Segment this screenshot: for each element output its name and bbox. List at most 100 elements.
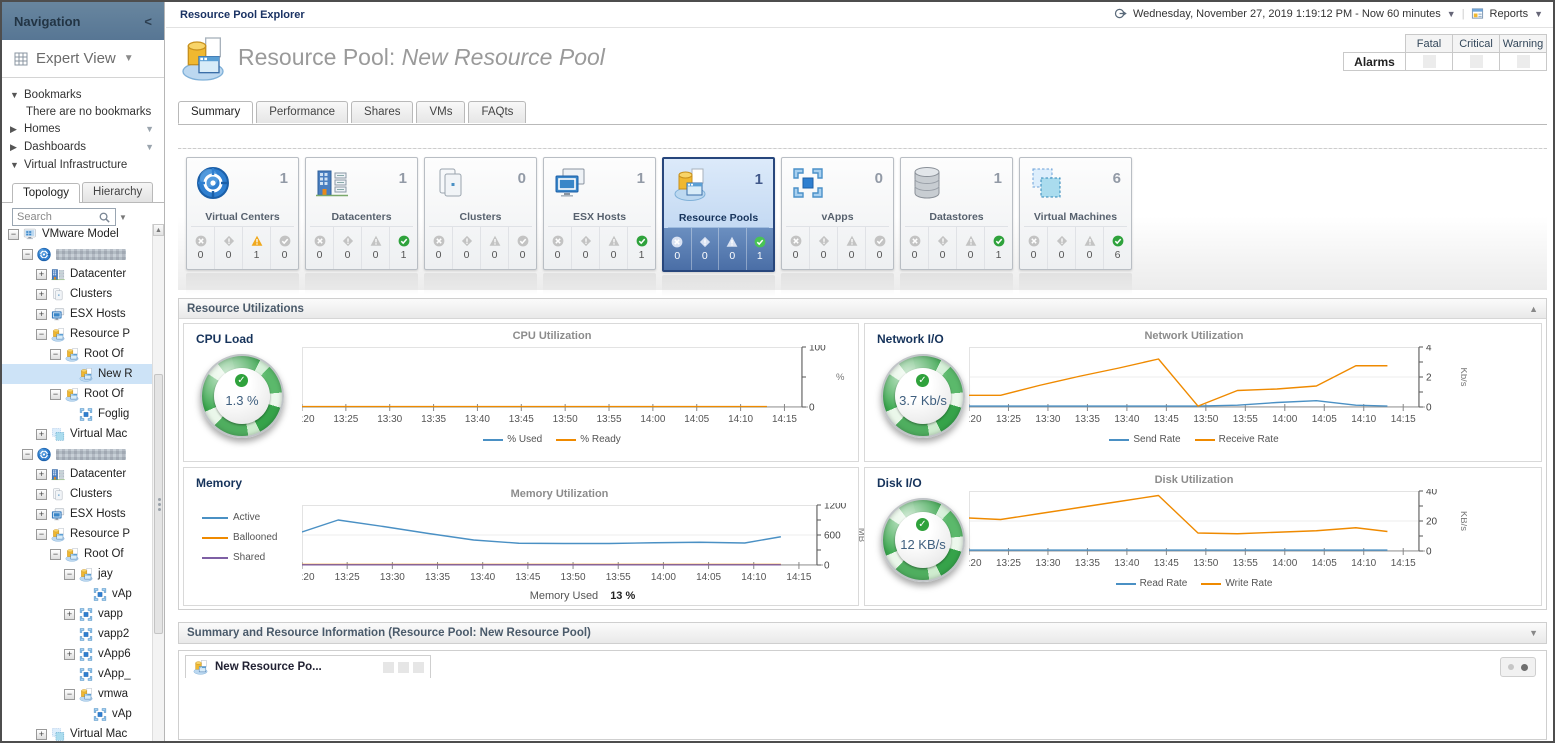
expand-toggle[interactable]: − (64, 688, 75, 700)
tree-scrollbar[interactable]: ▲ (152, 224, 164, 741)
breadcrumb[interactable]: Resource Pool Explorer (180, 9, 305, 21)
critical-alarm-cell[interactable]: 0 (572, 227, 600, 269)
expand-section-icon[interactable]: ▼ (1529, 628, 1538, 638)
expand-toggle[interactable]: + (36, 488, 47, 500)
warning-alarm-cell[interactable]: 0 (481, 227, 509, 269)
normal-alarm-cell[interactable]: 1 (985, 227, 1012, 269)
expand-toggle[interactable]: + (36, 268, 47, 280)
scroll-up-icon[interactable]: ▲ (153, 224, 164, 236)
tab-faqts[interactable]: FAQts (468, 101, 527, 123)
tile-virtual-centers[interactable]: 1 Virtual Centers 0 0 1 0 (186, 157, 299, 270)
tile-virtual-machines[interactable]: 6 Virtual Machines 0 0 0 6 (1019, 157, 1132, 270)
search-input[interactable]: Search (12, 208, 116, 226)
sidebar-item-dashboards[interactable]: ▶ Dashboards ▼ (10, 138, 158, 156)
tree-item-vapp-[interactable]: vApp_ (2, 664, 164, 684)
tree-item-clusters[interactable]: + Clusters (2, 284, 164, 304)
warning-alarm-cell[interactable]: 0 (838, 227, 866, 269)
fatal-alarm-cell[interactable]: 0 (901, 227, 929, 269)
scrollbar-thumb[interactable] (154, 374, 163, 634)
expand-toggle[interactable]: − (36, 328, 47, 340)
expand-toggle[interactable]: + (64, 648, 75, 660)
collapse-section-icon[interactable]: ▲ (1529, 303, 1538, 314)
pager-dots[interactable] (1500, 657, 1536, 677)
vi-tab-topology[interactable]: Topology (12, 183, 81, 203)
expand-toggle[interactable]: + (36, 308, 47, 320)
view-selector[interactable]: Expert View ▼ (2, 40, 164, 78)
vi-tab-hierarchy[interactable]: Hierarchy (82, 182, 154, 202)
tree-item-vapp6[interactable]: + vApp6 (2, 644, 164, 664)
expand-toggle[interactable]: − (64, 568, 75, 580)
tree-item-new-r[interactable]: New R (2, 364, 164, 384)
expand-toggle[interactable]: − (50, 548, 61, 560)
critical-alarm-cell[interactable]: 0 (215, 227, 243, 269)
expand-toggle[interactable]: − (50, 388, 61, 400)
tree-item-esx-hosts[interactable]: + ESX Hosts (2, 304, 164, 324)
tile-esx-hosts[interactable]: 1 ESX Hosts 0 0 0 1 (543, 157, 656, 270)
tile-clusters[interactable]: 0 Clusters 0 0 0 0 (424, 157, 537, 270)
sidebar-item-bookmarks[interactable]: ▼ Bookmarks (10, 86, 158, 104)
tree-item-vmwa[interactable]: − vmwa (2, 684, 164, 704)
tree-item-vap[interactable]: vAp (2, 704, 164, 724)
fatal-alarm-cell[interactable]: 0 (306, 227, 334, 269)
critical-alarm-cell[interactable]: 0 (929, 227, 957, 269)
tree-item-redacted[interactable]: − (2, 244, 164, 264)
tree-item-jay[interactable]: − jay (2, 564, 164, 584)
tree-item-virtual-mac[interactable]: + Virtual Mac (2, 424, 164, 444)
warning-alarm-cell[interactable]: 0 (957, 227, 985, 269)
tree-item-vapp[interactable]: + vapp (2, 604, 164, 624)
tab-vms[interactable]: VMs (416, 101, 466, 123)
reports-caret-icon[interactable]: ▼ (1534, 8, 1543, 19)
expand-toggle[interactable]: + (36, 288, 47, 300)
tree-item-root-of[interactable]: − Root Of (2, 384, 164, 404)
expand-toggle[interactable]: + (36, 728, 47, 740)
filter-icon[interactable]: ▼ (145, 142, 154, 152)
critical-alarm-cell[interactable]: 0 (1048, 227, 1076, 269)
warning-alarm-cell[interactable]: 0 (362, 227, 390, 269)
tree-item-redacted[interactable]: − (2, 444, 164, 464)
tree-item-root-of[interactable]: − Root Of (2, 344, 164, 364)
tree-item-foglig[interactable]: Foglig (2, 404, 164, 424)
critical-alarm-cell[interactable]: 0 (810, 227, 838, 269)
alarms-cell-fatal[interactable] (1405, 52, 1453, 71)
pager-dot-icon[interactable] (1521, 663, 1528, 671)
search-options-caret-icon[interactable]: ▼ (119, 212, 127, 222)
normal-alarm-cell[interactable]: 1 (390, 227, 417, 269)
normal-alarm-cell[interactable]: 0 (271, 227, 298, 269)
alarms-cell-warning[interactable] (1499, 52, 1547, 71)
normal-alarm-cell[interactable]: 6 (1104, 227, 1131, 269)
tree-item-virtual-mac[interactable]: + Virtual Mac (2, 724, 164, 741)
tree-item-root-of[interactable]: − Root Of (2, 544, 164, 564)
warning-alarm-cell[interactable]: 0 (719, 228, 747, 270)
warning-alarm-cell[interactable]: 0 (600, 227, 628, 269)
fatal-alarm-cell[interactable]: 0 (664, 228, 692, 270)
critical-alarm-cell[interactable]: 0 (692, 228, 719, 270)
tab-shares[interactable]: Shares (351, 101, 414, 123)
fatal-alarm-cell[interactable]: 0 (1020, 227, 1048, 269)
tile-datacenters[interactable]: 1 Datacenters 0 0 0 1 (305, 157, 418, 270)
alarms-cell-critical[interactable] (1452, 52, 1500, 71)
filter-icon[interactable]: ▼ (145, 124, 154, 134)
summary-info-header[interactable]: Summary and Resource Information (Resour… (179, 623, 1546, 643)
tree-item-esx-hosts[interactable]: + ESX Hosts (2, 504, 164, 524)
resource-utilizations-header[interactable]: Resource Utilizations ▲ (179, 299, 1546, 319)
critical-alarm-cell[interactable]: 0 (453, 227, 481, 269)
panel-collapse-icon[interactable]: < (144, 13, 152, 29)
pager-dot-icon[interactable] (1508, 664, 1514, 670)
expand-toggle[interactable]: − (36, 528, 47, 540)
tile-datastores[interactable]: 1 Datastores 0 0 0 1 (900, 157, 1013, 270)
timerange-caret-icon[interactable]: ▼ (1446, 8, 1456, 19)
sidebar-item-homes[interactable]: ▶ Homes ▼ (10, 120, 158, 138)
tree-item-vapp2[interactable]: vapp2 (2, 624, 164, 644)
expand-toggle[interactable]: − (22, 448, 33, 460)
fatal-alarm-cell[interactable]: 0 (187, 227, 215, 269)
tile-vapps[interactable]: 0 vApps 0 0 0 0 (781, 157, 894, 270)
warning-alarm-cell[interactable]: 0 (1076, 227, 1104, 269)
expand-toggle[interactable]: − (22, 248, 33, 260)
tree-item-resource-p[interactable]: − Resource P (2, 324, 164, 344)
tree-item-resource-p[interactable]: − Resource P (2, 524, 164, 544)
fatal-alarm-cell[interactable]: 0 (544, 227, 572, 269)
critical-alarm-cell[interactable]: 0 (334, 227, 362, 269)
tree-item-clusters[interactable]: + Clusters (2, 484, 164, 504)
reports-label[interactable]: Reports (1489, 7, 1529, 20)
fatal-alarm-cell[interactable]: 0 (425, 227, 453, 269)
